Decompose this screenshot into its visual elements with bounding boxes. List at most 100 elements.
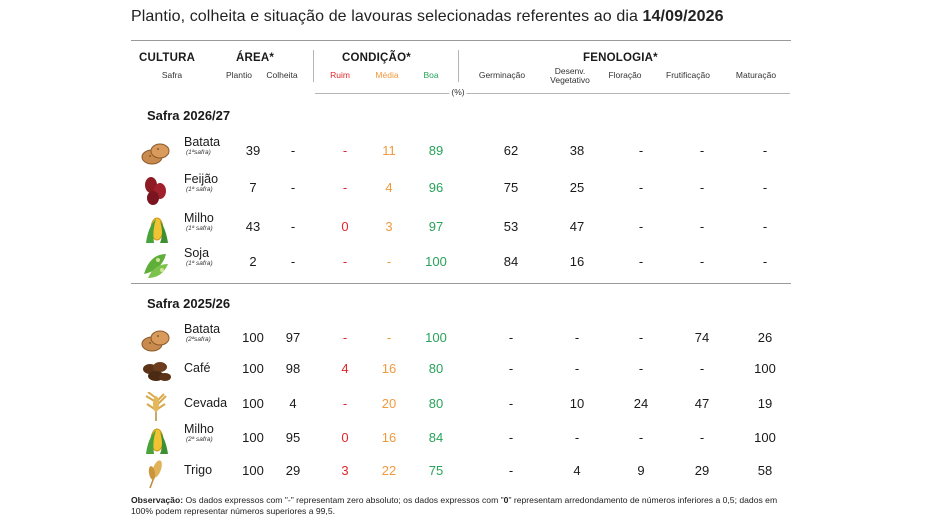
- table-cell: -: [574, 430, 580, 445]
- table-cell: 100: [242, 330, 264, 345]
- table-cell: 100: [242, 430, 264, 445]
- crop-safra: (1ª safra): [186, 186, 213, 193]
- table-cell: 84: [503, 254, 519, 269]
- table-cell: 100: [754, 361, 776, 376]
- table-cell: -: [762, 254, 768, 269]
- table-cell: 100: [425, 330, 447, 345]
- table-cell: -: [699, 430, 705, 445]
- table-cell: 75: [428, 463, 444, 478]
- table-cell: -: [638, 143, 644, 158]
- table-cell: 10: [569, 396, 585, 411]
- barley-icon: [140, 391, 172, 422]
- crop-name: Milho: [184, 422, 214, 436]
- coffee-icon: [140, 357, 172, 387]
- table-cell: 100: [242, 463, 264, 478]
- bean-icon: [140, 176, 172, 206]
- header-boa: Boa: [423, 70, 439, 80]
- crop-name: Cevada: [184, 396, 228, 410]
- crop-name: Batata: [184, 135, 221, 149]
- crop-name: Soja: [184, 246, 210, 260]
- table-cell: 2: [249, 254, 257, 269]
- table-cell: 100: [242, 396, 264, 411]
- table-cell: 39: [245, 143, 261, 158]
- table-cell: -: [699, 219, 705, 234]
- table-cell: -: [508, 430, 514, 445]
- header-divider: [313, 50, 314, 82]
- table-cell: 43: [245, 219, 261, 234]
- table-cell: -: [342, 396, 348, 411]
- table-cell: 80: [428, 361, 444, 376]
- table-cell: 11: [382, 143, 396, 158]
- header-frutificacao: Frutificação: [666, 70, 710, 80]
- table-cell: 100: [425, 254, 447, 269]
- header-floracao: Floração: [608, 70, 642, 80]
- table-cell: 97: [428, 219, 444, 234]
- table-cell: 100: [754, 430, 776, 445]
- header-plantio: Plantio: [226, 70, 252, 80]
- table-cell: -: [574, 361, 580, 376]
- header-germinacao: Germinação: [478, 70, 526, 80]
- table-cell: 16: [381, 361, 397, 376]
- table-cell: -: [508, 463, 514, 478]
- table-cell: 16: [381, 430, 397, 445]
- corn-icon: [140, 215, 172, 245]
- table-cell: 74: [694, 330, 710, 345]
- top-rule: [131, 40, 791, 41]
- crop-name: Feijão: [184, 172, 219, 186]
- table-cell: -: [290, 254, 296, 269]
- crop-safra: (2ªsafra): [186, 336, 211, 343]
- crop-safra: (1ªsafra): [186, 149, 211, 156]
- table-cell: 24: [633, 396, 649, 411]
- table-cell: 89: [428, 143, 444, 158]
- table-cell: 29: [694, 463, 710, 478]
- table-cell: 58: [757, 463, 773, 478]
- table-cell: 16: [569, 254, 585, 269]
- table-cell: -: [762, 143, 768, 158]
- table-cell: -: [699, 254, 705, 269]
- page-title: Plantio, colheita e situação de lavouras…: [131, 8, 724, 25]
- table-cell: 98: [285, 361, 301, 376]
- table-cell: -: [342, 254, 348, 269]
- potato-icon: [140, 139, 172, 169]
- crop-name: Milho: [184, 211, 214, 225]
- table-cell: 0: [341, 430, 349, 445]
- potato-icon: [140, 326, 172, 356]
- table-cell: 4: [385, 180, 393, 195]
- header-divider: [458, 50, 459, 82]
- table-cell: -: [638, 430, 644, 445]
- table-cell: -: [638, 180, 644, 195]
- table-cell: 22: [381, 463, 397, 478]
- table-cell: 47: [694, 396, 710, 411]
- table-cell: 95: [285, 430, 301, 445]
- table-cell: 38: [569, 143, 585, 158]
- table-cell: -: [508, 396, 514, 411]
- wheat-icon: [140, 459, 172, 489]
- table-cell: 9: [637, 463, 645, 478]
- table-cell: -: [386, 330, 392, 345]
- header-maturacao: Maturação: [735, 70, 777, 80]
- table-cell: 0: [341, 219, 349, 234]
- section-rule: [131, 283, 791, 284]
- header-media: Média: [375, 70, 399, 80]
- table-cell: -: [699, 361, 705, 376]
- section-title: Safra 2025/26: [147, 296, 231, 311]
- table-cell: 25: [569, 180, 585, 195]
- table-cell: -: [342, 330, 348, 345]
- crop-name: Trigo: [184, 463, 213, 477]
- table-cell: 7: [249, 180, 257, 195]
- table-cell: 53: [503, 219, 519, 234]
- table-cell: -: [699, 143, 705, 158]
- table-cell: 20: [381, 396, 397, 411]
- section-title: Safra 2026/27: [147, 108, 231, 123]
- table-cell: -: [638, 330, 644, 345]
- table-cell: -: [508, 330, 514, 345]
- table-cell: 19: [757, 396, 773, 411]
- table-cell: 75: [503, 180, 519, 195]
- header-ruim: Ruim: [330, 70, 350, 80]
- table-cell: 4: [573, 463, 581, 478]
- table-cell: -: [638, 361, 644, 376]
- crop-safra: (2ª safra): [186, 436, 213, 443]
- table-cell: 3: [341, 463, 349, 478]
- table-cell: 26: [757, 330, 773, 345]
- table-cell: -: [574, 330, 580, 345]
